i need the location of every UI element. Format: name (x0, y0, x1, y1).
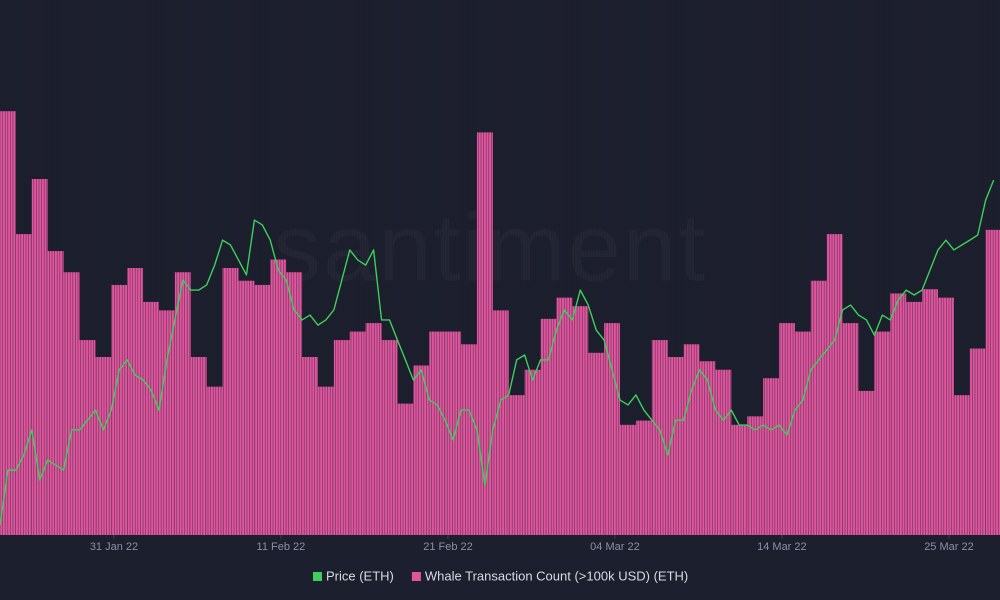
bar (715, 369, 732, 535)
bar (63, 272, 80, 535)
bar (890, 293, 907, 535)
bar (731, 424, 748, 535)
bar (445, 331, 462, 535)
bar (906, 301, 923, 535)
bar (95, 357, 112, 535)
bar (508, 395, 525, 535)
bar (461, 344, 477, 535)
bar (15, 234, 32, 535)
bar (47, 251, 64, 535)
legend-swatch (411, 572, 421, 581)
bar (937, 297, 954, 535)
bar (429, 331, 446, 535)
bar (779, 323, 795, 535)
bar (763, 378, 780, 535)
legend-label: Whale Transaction Count (>100k USD) (ETH… (425, 568, 688, 583)
price-line (0, 179, 995, 526)
x-tick-label: 11 Feb 22 (257, 541, 306, 553)
bar (572, 306, 589, 535)
x-tick-label: 04 Mar 22 (590, 541, 640, 553)
bar (476, 132, 493, 535)
bar (524, 369, 541, 535)
bar (620, 424, 636, 535)
legend-swatch (313, 572, 322, 581)
x-tick-label: 25 Mar 22 (924, 541, 974, 553)
bar (333, 340, 350, 535)
bar (190, 357, 207, 535)
bar (651, 340, 668, 535)
bar (985, 229, 1000, 535)
bar (174, 272, 191, 535)
bar (874, 331, 891, 535)
bar (111, 284, 128, 535)
bar (747, 416, 764, 535)
plot-area (0, 111, 1000, 535)
x-tick-label: 31 Jan 22 (90, 541, 138, 553)
bar (317, 386, 334, 535)
legend: Price (ETH) Whale Transaction Count (>100… (313, 568, 688, 583)
bar (302, 357, 318, 535)
bar (222, 268, 239, 535)
bar (604, 323, 621, 535)
bar (842, 323, 859, 535)
bar (206, 386, 223, 535)
bar (158, 310, 175, 535)
bar (31, 179, 48, 535)
bar (365, 323, 382, 535)
bar (238, 280, 255, 535)
bar (858, 390, 875, 535)
bar (635, 420, 652, 535)
legend-label: Price (ETH) (326, 568, 394, 583)
x-axis: 31 Jan 22 11 Feb 22 21 Feb 22 04 Mar 22 14 M… (90, 535, 974, 553)
bar (79, 340, 96, 535)
x-tick-label: 21 Feb 22 (423, 541, 473, 553)
bar (922, 289, 938, 535)
x-tick-label: 14 Mar 22 (757, 541, 807, 553)
bar (588, 352, 605, 535)
bar (381, 340, 398, 535)
bar (349, 331, 366, 535)
